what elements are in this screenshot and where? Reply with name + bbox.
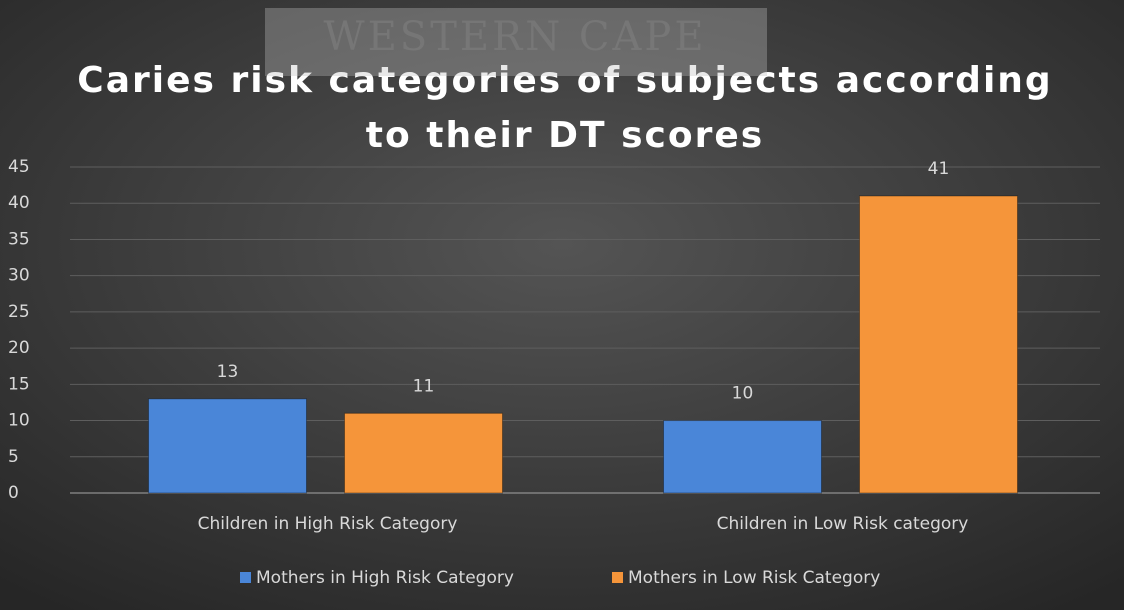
chart-title: to their DT scores: [366, 115, 764, 156]
bar: [663, 420, 822, 494]
y-tick-label: 10: [8, 411, 30, 431]
watermark: WESTERN CAPE: [323, 14, 706, 60]
legend-label: Mothers in Low Risk Category: [628, 568, 880, 588]
y-tick-label: 35: [8, 229, 30, 249]
x-tick-label: Children in High Risk Category: [198, 514, 458, 534]
data-label: 41: [928, 159, 950, 179]
bar: [148, 398, 307, 494]
y-tick-label: 5: [8, 447, 19, 467]
y-tick-label: 0: [8, 483, 19, 503]
y-tick-label: 30: [8, 266, 30, 286]
y-tick-label: 25: [8, 302, 30, 322]
y-tick-label: 20: [8, 338, 30, 358]
bar: [859, 195, 1018, 494]
chart-title: Caries risk categories of subjects accor…: [77, 60, 1052, 101]
legend-label: Mothers in High Risk Category: [256, 568, 514, 588]
y-tick-label: 45: [8, 157, 30, 177]
legend-swatch: [240, 572, 251, 583]
x-tick-label: Children in Low Risk category: [717, 514, 969, 534]
data-label: 10: [732, 384, 754, 404]
data-label: 13: [217, 362, 239, 382]
y-tick-label: 15: [8, 374, 30, 394]
bar: [344, 412, 503, 494]
data-label: 11: [413, 376, 435, 396]
watermark-box: [265, 8, 767, 76]
y-tick-label: 40: [8, 193, 30, 213]
legend-swatch: [612, 572, 623, 583]
